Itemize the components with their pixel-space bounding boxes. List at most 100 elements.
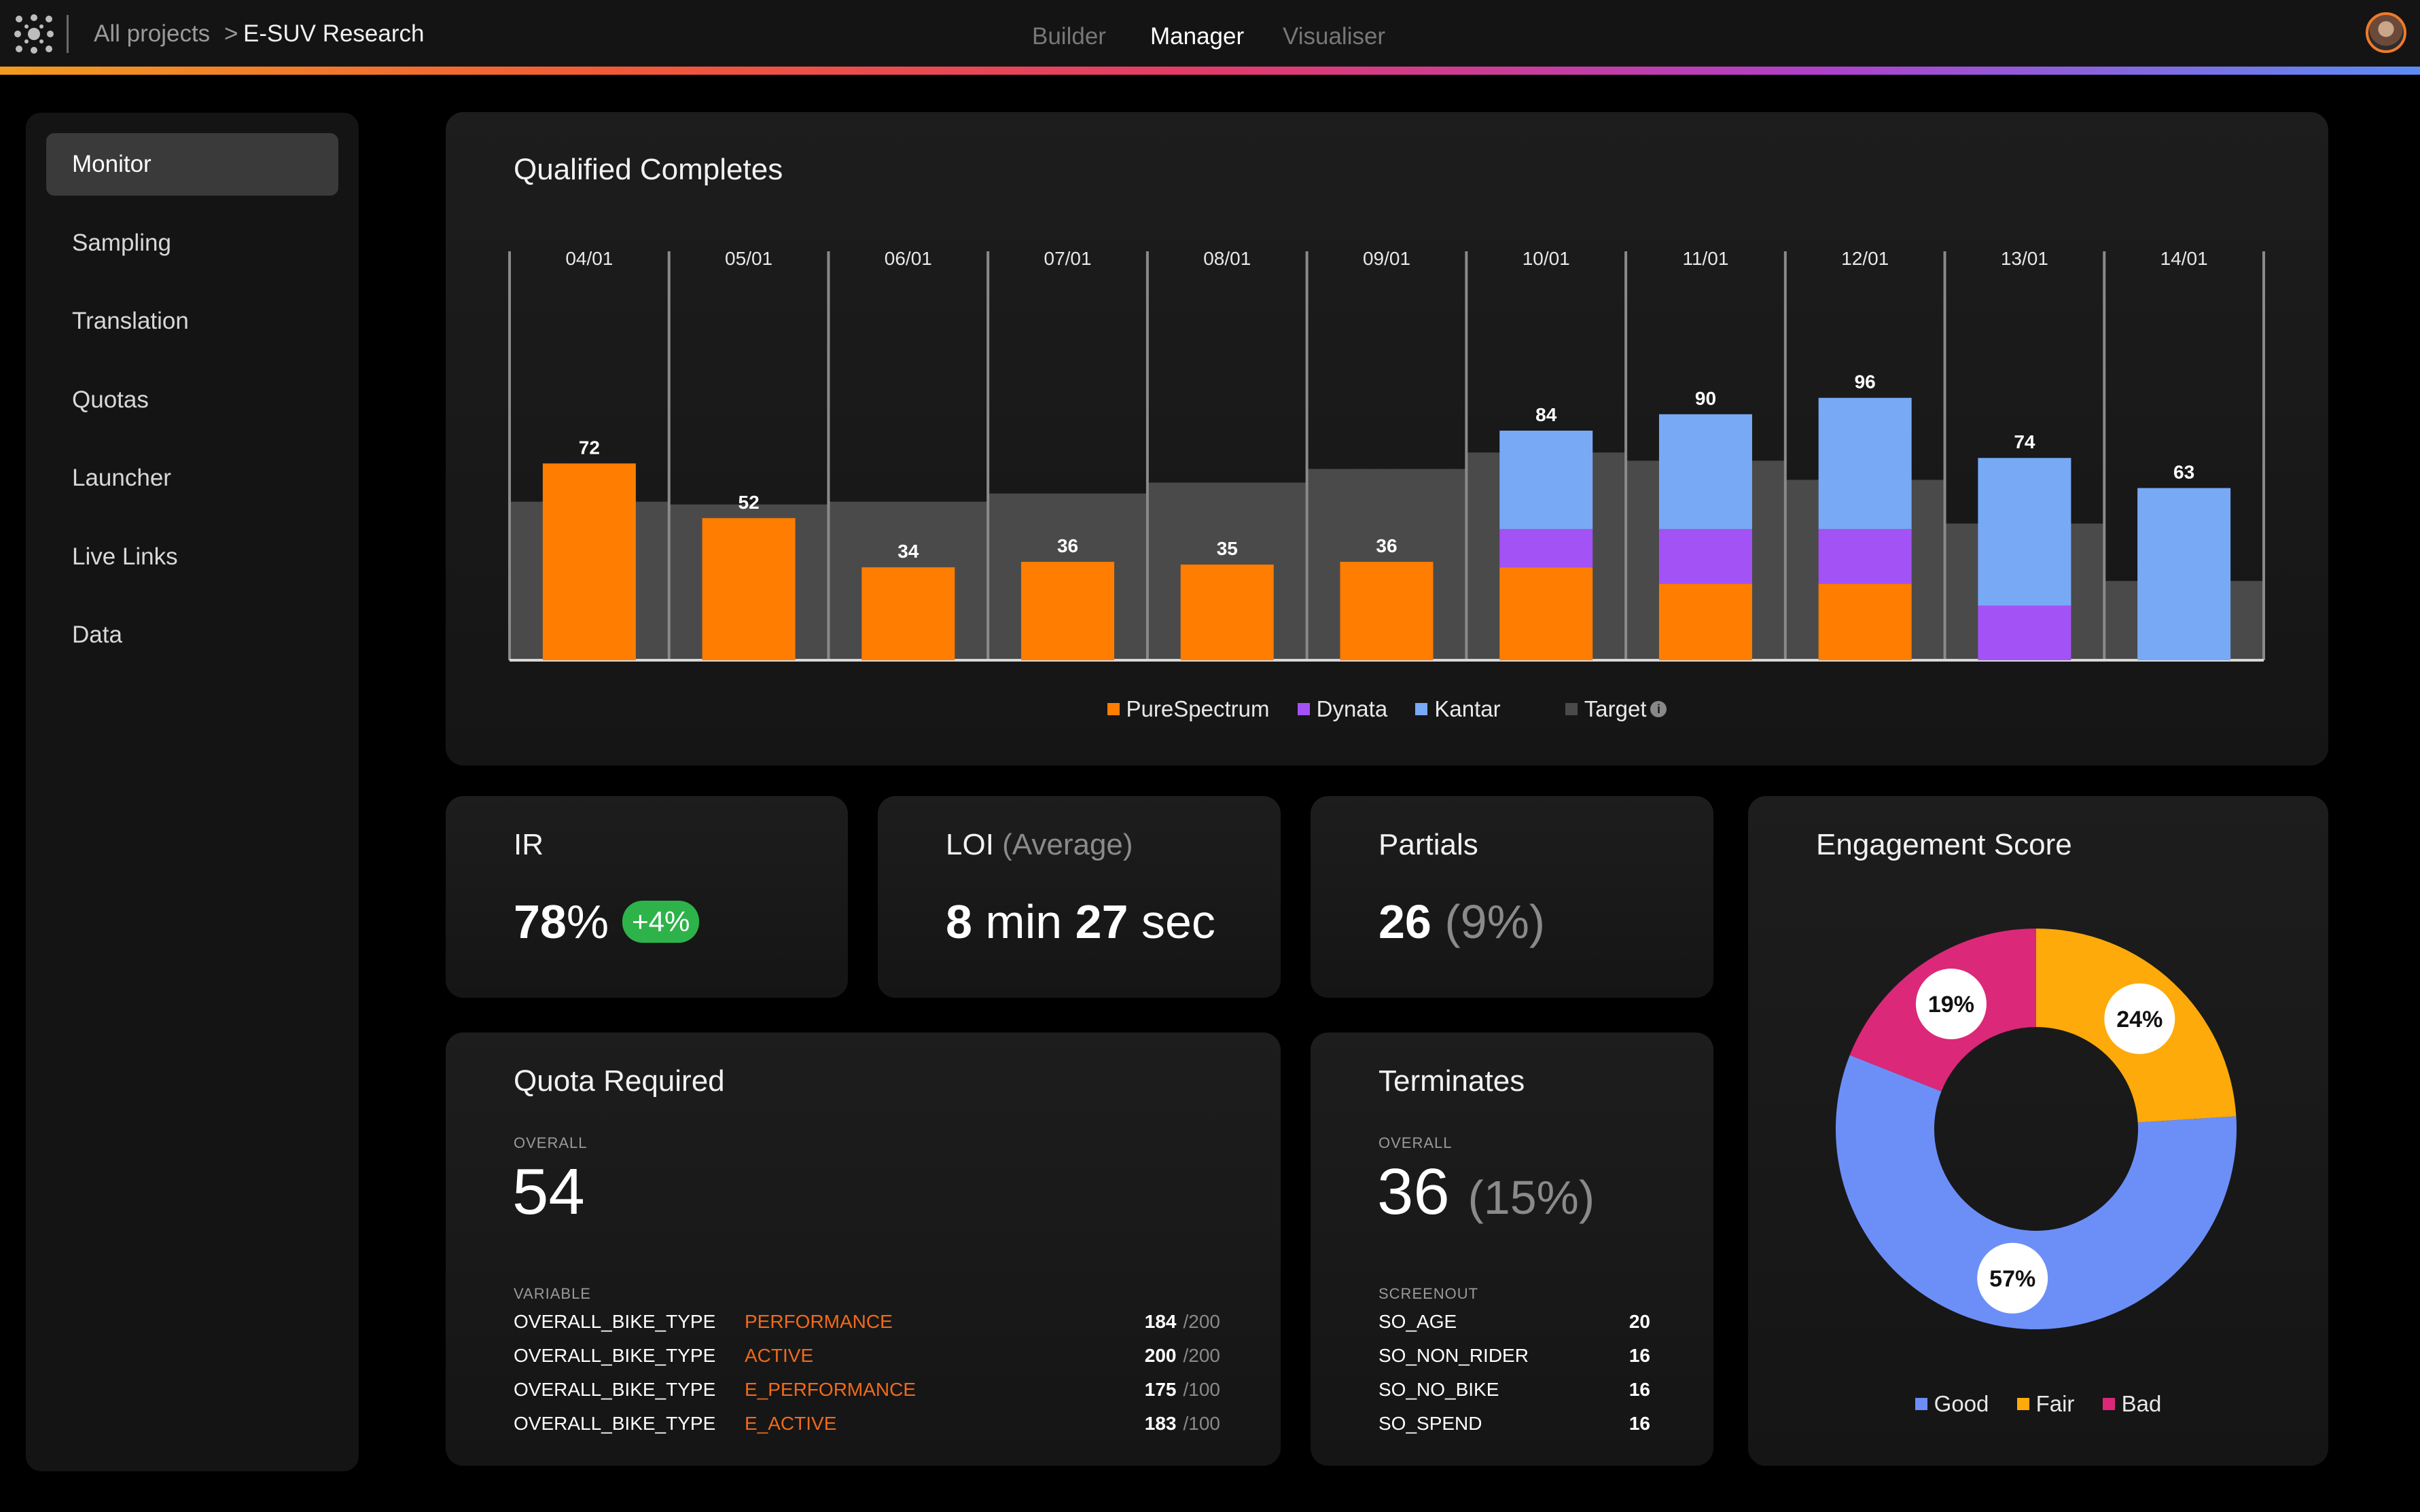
legend-dynata[interactable]: Dynata (1297, 696, 1387, 722)
breadcrumb-current: E-SUV Research (243, 20, 425, 47)
loi-title: LOI (Average) (946, 828, 1133, 861)
donut-label-fair: 24% (2116, 1007, 2163, 1032)
bar-purespectrum-05/01 (702, 518, 796, 660)
loi-card: LOI (Average) 8 min 27 sec (878, 796, 1281, 998)
terminates-title: Terminates (1378, 1064, 1525, 1098)
screenout-row-count: 16 (1629, 1345, 1650, 1366)
quota-row-value: E_ACTIVE (745, 1413, 837, 1434)
quota-row-variable: OVERALL_BIKE_TYPE (514, 1345, 716, 1366)
header-divider (67, 15, 69, 53)
date-label-05/01: 05/01 (725, 248, 772, 269)
engagement-legend: Good Fair Bad (1748, 1391, 2328, 1417)
partials-title: Partials (1378, 828, 1478, 861)
legend-target[interactable]: Target i (1565, 696, 1667, 722)
info-icon[interactable]: i (1650, 701, 1667, 718)
bar-total-label-10/01: 84 (1535, 404, 1557, 425)
donut-label-bad: 19% (1928, 992, 1974, 1018)
date-label-04/01: 04/01 (565, 248, 613, 269)
screenout-row-name: SO_SPEND (1378, 1413, 1482, 1434)
ir-change-badge: +4% (622, 900, 700, 943)
screenout-row-name: SO_NON_RIDER (1378, 1345, 1529, 1366)
bar-total-label-08/01: 35 (1217, 538, 1238, 559)
quota-row-variable: OVERALL_BIKE_TYPE (514, 1311, 716, 1332)
sidebar (26, 113, 359, 1471)
donut-label-bubble (1915, 968, 1987, 1039)
date-label-13/01: 13/01 (2001, 248, 2048, 269)
bar-purespectrum-04/01 (542, 463, 636, 660)
legend-fair[interactable]: Fair (2016, 1391, 2074, 1417)
terminates-overall-label: OVERALL (1378, 1134, 1453, 1151)
sidebar-item-sampling[interactable]: Sampling (72, 230, 171, 256)
tab-builder[interactable]: Builder (1032, 23, 1106, 50)
legend-good[interactable]: Good (1915, 1391, 1989, 1417)
bar-kantar-13/01 (1978, 458, 2071, 606)
sidebar-item-launcher[interactable]: Launcher (72, 465, 171, 491)
date-label-08/01: 08/01 (1203, 248, 1251, 269)
top-header (0, 0, 2420, 68)
quota-row-variable: OVERALL_BIKE_TYPE (514, 1379, 716, 1400)
breadcrumb-separator: > (224, 20, 238, 47)
grid-logo-icon[interactable] (10, 10, 58, 58)
bar-total-label-04/01: 72 (579, 437, 600, 458)
sidebar-item-data[interactable]: Data (72, 622, 122, 648)
quota-row-variable: OVERALL_BIKE_TYPE (514, 1413, 716, 1434)
chart-legend: PureSpectrum Dynata Kantar Target i (446, 696, 2328, 730)
bar-purespectrum-12/01 (1818, 583, 1912, 660)
date-label-12/01: 12/01 (1841, 248, 1889, 269)
bar-purespectrum-06/01 (861, 567, 955, 660)
quota-row-count: 184/200 (1144, 1311, 1220, 1332)
date-label-06/01: 06/01 (885, 248, 932, 269)
terminates-overall-value: 36 (15%) (1377, 1155, 1595, 1228)
user-avatar[interactable] (2366, 12, 2406, 53)
screenout-row-count: 16 (1629, 1379, 1650, 1400)
date-label-07/01: 07/01 (1044, 248, 1092, 269)
legend-bad[interactable]: Bad (2102, 1391, 2161, 1417)
bar-purespectrum-09/01 (1340, 562, 1434, 660)
quota-row-value: E_PERFORMANCE (745, 1379, 917, 1400)
donut-label-bubble (1977, 1242, 2048, 1314)
screenout-row-name: SO_AGE (1378, 1311, 1457, 1332)
terminates-card: Terminates OVERALL 36 (15%) SCREENOUT SO… (1311, 1032, 1713, 1466)
date-label-11/01: 11/01 (1682, 248, 1728, 269)
quota-row-count: 200/200 (1144, 1345, 1220, 1366)
legend-purespectrum[interactable]: PureSpectrum (1107, 696, 1269, 722)
bar-purespectrum-07/01 (1021, 562, 1115, 660)
loi-value: 8 min 27 sec (946, 895, 1215, 948)
date-label-09/01: 09/01 (1363, 248, 1410, 269)
bar-kantar-12/01 (1818, 397, 1912, 529)
bar-total-label-06/01: 34 (897, 541, 919, 562)
ir-title: IR (514, 828, 544, 861)
bar-dynata-13/01 (1978, 605, 2071, 660)
bar-kantar-11/01 (1658, 414, 1752, 529)
ir-value: 78% +4% (514, 891, 700, 952)
bar-kantar-14/01 (2137, 488, 2231, 660)
sidebar-item-monitor[interactable]: Monitor (46, 133, 338, 196)
quota-overall-label: OVERALL (514, 1134, 588, 1151)
bar-total-label-14/01: 63 (2173, 462, 2194, 483)
sidebar-item-live-links[interactable]: Live Links (72, 543, 178, 570)
date-label-14/01: 14/01 (2160, 248, 2208, 269)
quota-row-value: PERFORMANCE (745, 1311, 893, 1332)
bar-dynata-10/01 (1499, 528, 1593, 568)
qualified-completes-chart: 04/01 72 05/01 52 06/01 34 07/01 36 08/01 35 09/01… (508, 248, 2265, 662)
donut-label-bubble (2104, 983, 2175, 1054)
screenout-row-count: 16 (1629, 1413, 1650, 1434)
bar-total-label-05/01: 52 (739, 492, 760, 513)
date-label-10/01: 10/01 (1523, 248, 1570, 269)
bar-purespectrum-10/01 (1499, 567, 1593, 660)
quota-title: Quota Required (514, 1064, 725, 1098)
sidebar-item-quotas[interactable]: Quotas (72, 386, 149, 413)
tab-visualiser[interactable]: Visualiser (1283, 23, 1386, 50)
bar-total-label-12/01: 96 (1855, 372, 1876, 393)
breadcrumb-all-projects[interactable]: All projects (94, 20, 211, 47)
quota-variable-label: VARIABLE (514, 1285, 591, 1302)
bar-total-label-07/01: 36 (1057, 535, 1078, 556)
chart-title: Qualified Completes (514, 153, 783, 186)
sidebar-item-translation[interactable]: Translation (72, 308, 189, 334)
legend-kantar[interactable]: Kantar (1415, 696, 1501, 722)
tab-manager[interactable]: Manager (1150, 23, 1245, 50)
ir-card: IR 78% +4% (446, 796, 848, 998)
screenout-label: SCREENOUT (1378, 1285, 1479, 1302)
donut-label-good: 57% (1989, 1266, 2035, 1292)
bar-purespectrum-11/01 (1658, 583, 1752, 660)
